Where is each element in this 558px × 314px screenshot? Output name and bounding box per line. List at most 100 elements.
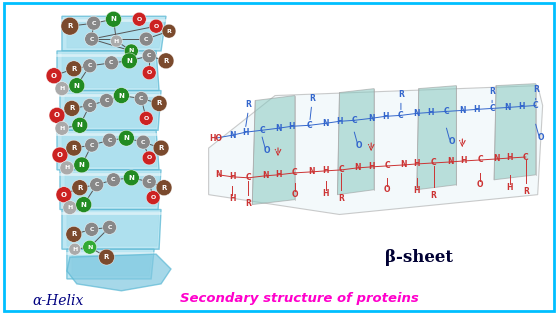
- Text: R: R: [489, 87, 495, 96]
- Circle shape: [52, 147, 68, 163]
- Text: H: H: [518, 102, 525, 111]
- Text: N: N: [123, 135, 129, 141]
- Circle shape: [142, 151, 156, 165]
- Circle shape: [140, 111, 153, 125]
- Text: C: C: [431, 159, 436, 167]
- Text: R: R: [246, 100, 251, 109]
- Circle shape: [86, 16, 100, 30]
- Polygon shape: [65, 94, 159, 127]
- Text: N: N: [459, 106, 465, 115]
- Text: N: N: [229, 131, 235, 140]
- Text: H: H: [68, 205, 73, 210]
- Text: C: C: [89, 36, 94, 41]
- Polygon shape: [67, 213, 159, 246]
- Circle shape: [142, 49, 156, 63]
- Text: α-Helix: α-Helix: [32, 294, 84, 308]
- Circle shape: [49, 107, 65, 123]
- Text: O: O: [57, 152, 63, 158]
- Text: C: C: [107, 225, 112, 230]
- Text: N: N: [127, 58, 132, 64]
- Text: C: C: [339, 165, 344, 174]
- Circle shape: [83, 59, 97, 73]
- Circle shape: [55, 82, 69, 95]
- Text: N: N: [309, 167, 315, 176]
- Text: R: R: [523, 187, 529, 196]
- Text: O: O: [153, 24, 158, 29]
- Circle shape: [113, 88, 129, 104]
- Polygon shape: [67, 254, 171, 291]
- Circle shape: [149, 19, 163, 33]
- Text: N: N: [493, 154, 499, 164]
- Text: H: H: [460, 156, 466, 165]
- Circle shape: [156, 180, 172, 196]
- Polygon shape: [57, 130, 159, 170]
- Polygon shape: [62, 54, 157, 88]
- Text: C: C: [444, 107, 449, 116]
- Circle shape: [66, 61, 82, 77]
- Circle shape: [107, 173, 121, 187]
- Text: C: C: [489, 104, 495, 113]
- Circle shape: [99, 94, 113, 107]
- Text: N: N: [323, 119, 329, 128]
- Text: N: N: [354, 163, 360, 172]
- Text: R: R: [69, 106, 75, 111]
- Circle shape: [142, 66, 156, 80]
- Text: O: O: [537, 133, 544, 142]
- Circle shape: [64, 100, 80, 116]
- Polygon shape: [252, 95, 295, 205]
- Text: H: H: [275, 170, 281, 179]
- Circle shape: [122, 53, 137, 69]
- Circle shape: [76, 197, 92, 213]
- Circle shape: [66, 140, 82, 156]
- Text: H: H: [368, 162, 374, 171]
- Text: C: C: [352, 116, 357, 125]
- Text: O: O: [356, 141, 363, 149]
- Polygon shape: [62, 16, 166, 51]
- Text: H: H: [507, 154, 513, 162]
- Text: C: C: [104, 98, 109, 103]
- Text: N: N: [215, 170, 222, 179]
- Text: R: R: [77, 185, 83, 191]
- Text: H: H: [288, 122, 295, 131]
- Text: R: R: [163, 58, 169, 64]
- Text: C: C: [478, 155, 483, 165]
- Circle shape: [66, 226, 82, 242]
- Text: H: H: [473, 105, 479, 114]
- Text: H: H: [413, 186, 420, 195]
- Text: C: C: [92, 21, 96, 26]
- Text: R: R: [71, 145, 76, 151]
- Text: R: R: [398, 90, 404, 99]
- Text: C: C: [307, 121, 312, 130]
- Circle shape: [99, 249, 114, 265]
- Circle shape: [134, 92, 148, 106]
- Text: H: H: [323, 189, 329, 198]
- Circle shape: [63, 201, 77, 214]
- Text: H: H: [229, 194, 235, 203]
- Circle shape: [69, 243, 81, 255]
- Circle shape: [146, 191, 160, 205]
- Text: O: O: [477, 180, 483, 189]
- Text: N: N: [275, 124, 281, 133]
- Polygon shape: [57, 51, 159, 91]
- Text: H: H: [427, 108, 434, 117]
- Text: O: O: [147, 70, 152, 75]
- Circle shape: [140, 32, 153, 46]
- Text: N: N: [118, 93, 124, 99]
- Circle shape: [103, 220, 117, 234]
- Circle shape: [85, 32, 99, 46]
- Circle shape: [69, 78, 85, 94]
- Polygon shape: [67, 19, 164, 48]
- Text: H: H: [323, 166, 329, 176]
- Text: O: O: [448, 137, 455, 146]
- Text: N: N: [504, 103, 511, 112]
- Text: H: H: [336, 117, 343, 126]
- Text: O: O: [143, 116, 149, 121]
- Text: C: C: [141, 140, 146, 145]
- Circle shape: [60, 161, 74, 175]
- Circle shape: [151, 95, 167, 111]
- Circle shape: [153, 140, 169, 156]
- Circle shape: [132, 12, 146, 26]
- Text: N: N: [77, 122, 83, 128]
- Text: C: C: [107, 138, 112, 143]
- Circle shape: [56, 187, 72, 203]
